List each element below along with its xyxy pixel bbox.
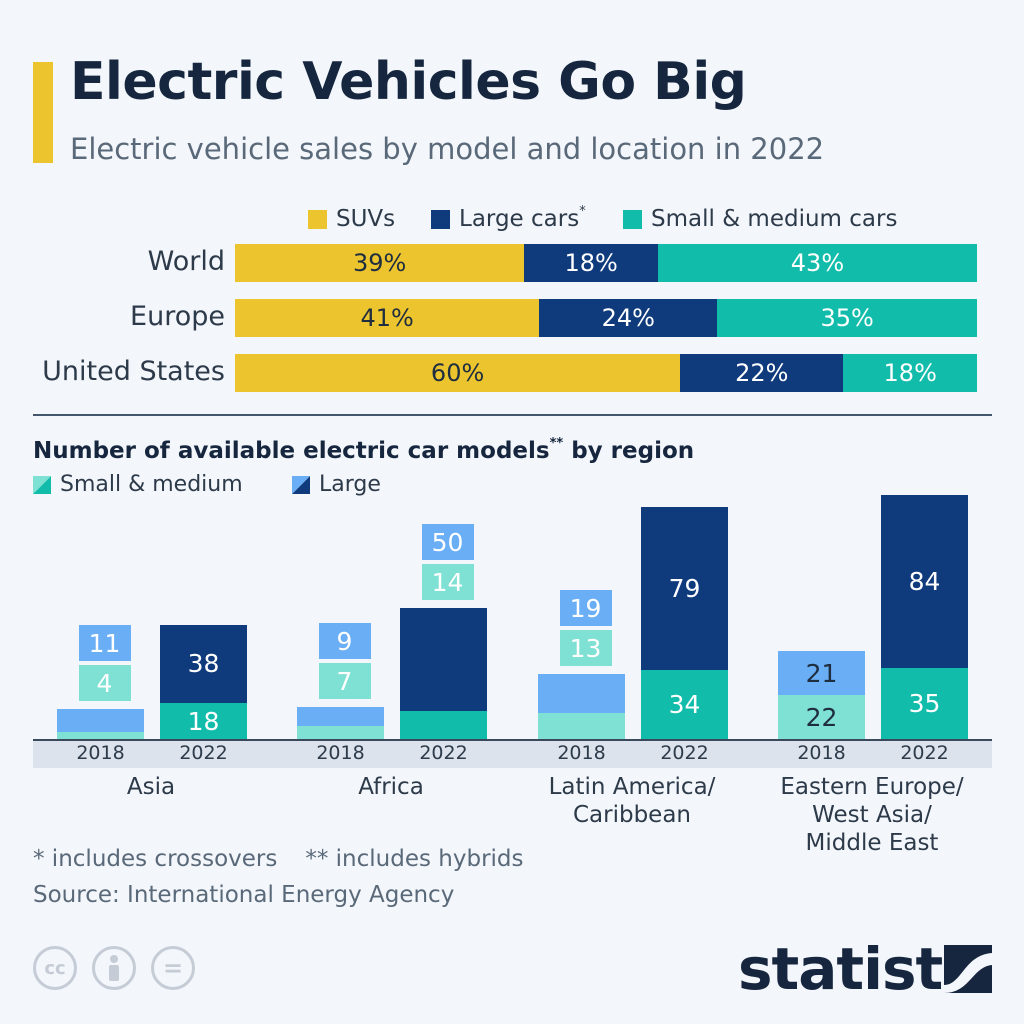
- bar-large: [538, 674, 625, 714]
- x-tick-label: 2022: [900, 742, 949, 764]
- region-label: Africa: [281, 773, 501, 801]
- region-label-line: Eastern Europe/: [780, 774, 964, 800]
- person-icon: [109, 955, 119, 981]
- cc-license-icon[interactable]: cc: [33, 946, 77, 990]
- bar-label-large: 79: [668, 574, 701, 604]
- bar-callout-large: 19: [559, 590, 612, 627]
- footnotes: * includes crossovers ** includes hybrids: [33, 846, 524, 872]
- section2-title: Number of available electric car models*…: [33, 436, 695, 464]
- legend-suv-swatch: [308, 209, 327, 229]
- bar-label-small-medium: 35: [908, 689, 941, 719]
- legend-suv-label: SUVs: [336, 206, 396, 232]
- legend-small-swatch: [623, 209, 642, 229]
- hbar-segment: 60%: [235, 354, 681, 392]
- bar-small-medium: [57, 731, 144, 740]
- bar-large: [881, 494, 968, 668]
- attribution-icon[interactable]: [92, 946, 136, 990]
- statista-logo-text: statista: [738, 935, 981, 1003]
- bar-small-medium: [778, 694, 865, 740]
- bar-label-large: 84: [908, 566, 941, 596]
- legend-large-cars: Large cars*: [431, 204, 586, 232]
- legend-small-medium-label: Small & medium: [60, 472, 243, 497]
- bar-callout-small-medium: 13: [559, 630, 612, 667]
- bar-small-medium: [538, 713, 625, 740]
- bar-large: [297, 707, 384, 726]
- legend-large-label: Large: [319, 472, 381, 497]
- legend-large-swatch: [292, 475, 310, 494]
- bar-small-medium: [641, 669, 728, 740]
- statista-logo[interactable]: statista: [738, 935, 981, 1003]
- bar-small-medium: [400, 711, 487, 740]
- legend-large-swatch: [431, 209, 450, 229]
- bar-callout-large: 11: [78, 625, 131, 662]
- footnote-hybrids: ** includes hybrids: [305, 846, 524, 872]
- source-note: Source: International Energy Agency: [33, 882, 455, 908]
- bar-label-small-medium: 18: [187, 706, 220, 736]
- chart-subtitle: Electric vehicle sales by model and loca…: [70, 132, 825, 166]
- hbar-segment: 22%: [680, 354, 844, 392]
- legend-large-label: Large cars*: [459, 204, 586, 232]
- x-tick-label: 2018: [316, 742, 365, 764]
- bar-large: [641, 507, 728, 670]
- bar-callout-large: 50: [421, 524, 474, 561]
- hbar-segment: 43%: [657, 244, 977, 282]
- bar-small-medium: [160, 702, 247, 740]
- bar-label-small-medium: 34: [668, 690, 701, 720]
- legend-small-medium-cars: Small & medium cars: [623, 206, 897, 232]
- no-derivatives-icon[interactable]: =: [151, 946, 195, 990]
- bar-callout-large: 9: [318, 623, 371, 660]
- footnote-crossovers: * includes crossovers: [33, 846, 278, 872]
- row-label-europe: Europe: [130, 301, 225, 332]
- x-axis-baseline: [33, 739, 992, 741]
- row-label-united-states: United States: [42, 356, 225, 387]
- section-divider: [33, 414, 992, 416]
- bar-large: [160, 624, 247, 703]
- bar-large: [778, 651, 865, 695]
- x-tick-label: 2018: [76, 742, 125, 764]
- region-label-line: Middle East: [805, 830, 939, 856]
- region-label-line: Africa: [358, 774, 424, 800]
- hbar-segment: 41%: [235, 299, 540, 337]
- region-label-line: Caribbean: [572, 802, 692, 828]
- legend-large: Large: [292, 472, 381, 497]
- x-tick-label: 2022: [419, 742, 468, 764]
- bar-label-large: 38: [187, 649, 220, 679]
- legend-suv: SUVs: [308, 206, 395, 232]
- bar-callout-small-medium: 4: [78, 665, 131, 702]
- hbar-segment: 24%: [539, 299, 718, 337]
- x-tick-label: 2018: [557, 742, 606, 764]
- legend-small-label: Small & medium cars: [651, 206, 898, 232]
- x-tick-label: 2018: [797, 742, 846, 764]
- bar-small-medium: [881, 667, 968, 740]
- region-label: Latin America/Caribbean: [522, 773, 742, 829]
- region-label: Eastern Europe/West Asia/Middle East: [762, 773, 982, 857]
- bar-large: [400, 608, 487, 712]
- bar-small-medium: [297, 725, 384, 740]
- bar-large: [57, 709, 144, 732]
- region-label-line: Latin America/: [548, 774, 716, 800]
- bar-label-large: 21: [805, 658, 838, 688]
- region-label-line: West Asia/: [812, 802, 932, 828]
- region-label: Asia: [41, 773, 261, 801]
- bar-callout-small-medium: 14: [421, 564, 474, 601]
- hbar-segment: 18%: [524, 244, 658, 282]
- x-tick-label: 2022: [179, 742, 228, 764]
- row-label-world: World: [147, 246, 225, 277]
- chart-title: Electric Vehicles Go Big: [70, 52, 747, 112]
- region-label-line: Asia: [126, 774, 176, 800]
- legend-small-medium-swatch: [33, 475, 51, 494]
- hbar-segment: 35%: [717, 299, 977, 337]
- title-accent-bar: [33, 62, 53, 163]
- hbar-segment: 18%: [843, 354, 977, 392]
- bar-label-small-medium: 22: [805, 702, 838, 732]
- x-axis-band: [33, 740, 992, 768]
- hbar-segment: 39%: [235, 244, 525, 282]
- bar-callout-small-medium: 7: [318, 663, 371, 700]
- legend-small-medium: Small & medium: [33, 472, 243, 497]
- statista-logo-icon: [944, 945, 992, 993]
- x-tick-label: 2022: [660, 742, 709, 764]
